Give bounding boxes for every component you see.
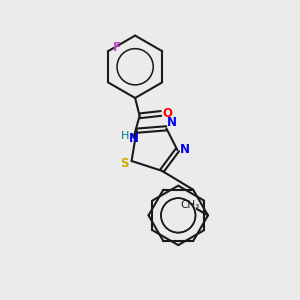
Text: N: N <box>180 143 190 156</box>
Text: CH₃: CH₃ <box>180 200 199 210</box>
Text: O: O <box>163 107 172 120</box>
Text: F: F <box>112 41 120 54</box>
Text: N: N <box>167 116 177 130</box>
Text: S: S <box>120 157 128 170</box>
Text: H: H <box>121 131 129 141</box>
Text: N: N <box>129 132 139 145</box>
